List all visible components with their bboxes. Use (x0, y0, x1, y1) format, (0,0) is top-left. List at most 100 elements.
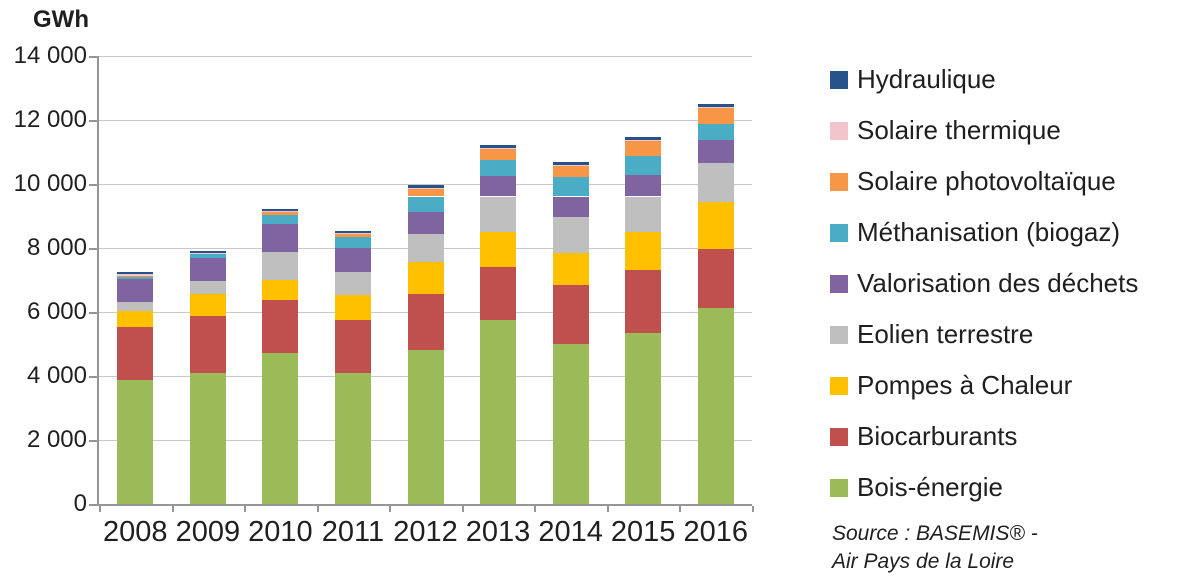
bar-segment (552, 253, 589, 285)
gridline (99, 184, 752, 185)
bar-segment (552, 217, 589, 254)
y-tick-label: 14 000 (13, 42, 87, 69)
bar-segment (334, 295, 371, 320)
x-axis-tick (534, 506, 537, 512)
y-axis-tick (89, 440, 97, 442)
bar-segment (117, 311, 154, 327)
plot-area: 0 2 000 4 000 6 000 8 000 10 000 12 000 14 000 2… (14, 44, 754, 548)
bar-segment (189, 280, 226, 294)
x-tick-label: 2011 (321, 516, 385, 548)
y-tick-label: 4 000 (26, 362, 87, 389)
bar-segment (480, 320, 517, 504)
bar-segment (407, 233, 444, 263)
x-axis-tick (679, 506, 682, 512)
x-tick-label: 2012 (393, 516, 458, 548)
bar-segment (407, 185, 444, 188)
bar-segment (334, 271, 371, 296)
bar-segment (189, 251, 226, 253)
legend-swatch-icon (830, 478, 848, 497)
bar-segment (552, 165, 589, 178)
bar-segment (262, 280, 299, 301)
bar-2013 (480, 144, 517, 504)
x-axis-tick (171, 506, 174, 512)
bar-segment (697, 104, 734, 108)
bar-segment (262, 300, 299, 353)
y-axis-tick (89, 56, 97, 58)
legend-item: Solaire photovoltaïque (830, 156, 1138, 207)
y-tick-label: 8 000 (26, 234, 87, 261)
y-tick-label: 12 000 (13, 106, 87, 133)
legend-item: Bois-énergie (830, 462, 1138, 513)
bar-segment (334, 248, 371, 272)
legend-label: Pompes à Chaleur (857, 370, 1073, 400)
y-tick-label: 2 000 (26, 426, 87, 453)
legend-label: Valorisation des déchets (857, 268, 1139, 298)
y-axis-tick (89, 504, 97, 506)
bar-segment (697, 308, 734, 504)
bar-segment (334, 320, 371, 374)
bar-2015 (625, 136, 662, 504)
x-axis-tick (244, 506, 247, 512)
bar-segment (262, 208, 299, 212)
x-axis-tick (752, 506, 754, 512)
gridline (99, 56, 752, 57)
x-tick-label: 2009 (175, 516, 241, 548)
bar-segment (552, 177, 589, 197)
chart-legend: Hydraulique Solaire thermique Solaire phot… (830, 54, 1138, 513)
legend-swatch-icon (830, 325, 848, 344)
bar-segment (480, 231, 517, 267)
bar-segment (552, 196, 589, 218)
x-tick-label: 2016 (683, 516, 748, 548)
bar-segment (117, 279, 154, 302)
bar-2012 (407, 185, 444, 504)
bar-segment (480, 266, 517, 320)
bar-segment (407, 294, 444, 351)
bar-segment (334, 230, 371, 234)
bar-segment (189, 253, 226, 259)
bar-segment (480, 196, 517, 232)
bar-segment (117, 271, 154, 274)
x-tick-label: 2015 (610, 516, 676, 548)
source-line-1: Source : BASEMIS® - (832, 522, 1038, 545)
bar-segment (697, 139, 734, 164)
gridline (99, 120, 752, 121)
bar-segment (697, 163, 734, 202)
y-axis-tick (89, 184, 97, 186)
y-axis-tick (89, 376, 97, 378)
y-tick-label: 0 (73, 490, 87, 517)
legend-label: Solaire photovoltaïque (857, 166, 1116, 196)
source-line-2: Air Pays de la Loire (832, 550, 1015, 573)
legend-label: Bois-énergie (857, 472, 1003, 502)
bar-segment (262, 224, 299, 252)
legend-swatch-icon (830, 376, 848, 395)
x-axis-tick (461, 506, 464, 512)
bar-segment (189, 372, 226, 504)
legend-item: Pompes à Chaleur (830, 360, 1138, 411)
bar-segment (625, 231, 662, 270)
bar-segment (480, 159, 517, 177)
bar-2010 (262, 208, 299, 504)
legend-item: Hydraulique (830, 54, 1138, 105)
bar-segment (625, 141, 662, 156)
bar-2016 (697, 104, 734, 504)
legend-label: Solaire thermique (857, 115, 1061, 145)
bar-segment (625, 139, 662, 142)
x-axis-tick (606, 506, 609, 512)
bar-segment (117, 301, 154, 312)
bar-segment (262, 352, 299, 504)
bar-segment (697, 201, 734, 250)
bar-segment (334, 233, 371, 237)
legend-item: Solaire thermique (830, 105, 1138, 156)
bar-segment (117, 379, 154, 504)
legend-label: Eolien terrestre (857, 319, 1034, 349)
bar-segment (625, 196, 662, 232)
legend-swatch-icon (830, 172, 848, 191)
bar-2011 (334, 230, 371, 504)
y-axis-tick (89, 312, 97, 314)
legend-item: Biocarburants (830, 411, 1138, 462)
bar-segment (117, 276, 154, 280)
y-tick-label: 10 000 (13, 170, 87, 197)
bar-2009 (189, 251, 226, 504)
bar-segment (625, 332, 662, 504)
y-axis-tick (89, 248, 97, 250)
